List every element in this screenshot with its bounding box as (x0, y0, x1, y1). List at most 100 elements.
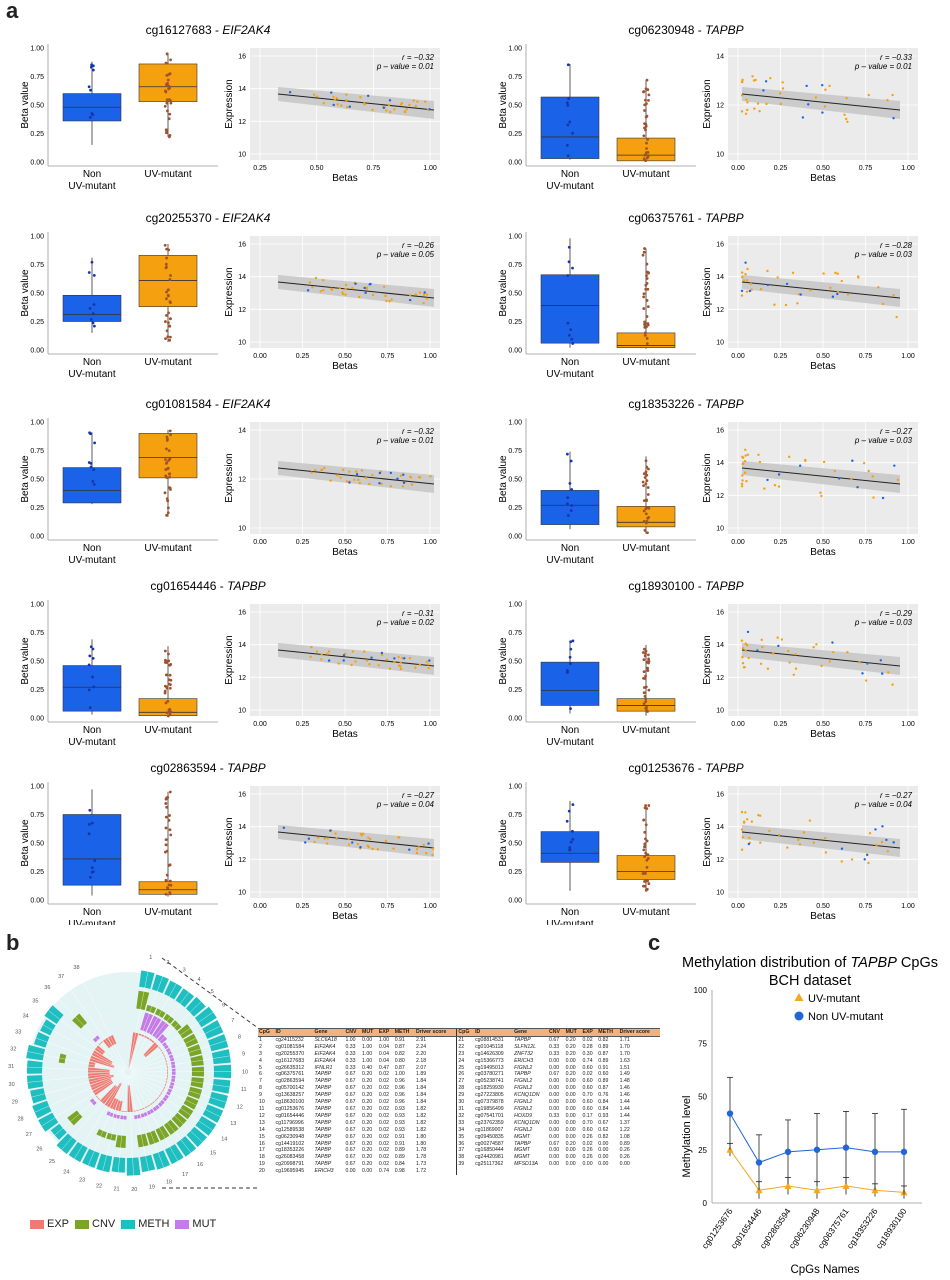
scatter-point (310, 645, 313, 649)
scatter-point (380, 482, 383, 486)
scatter-y-tick: 12 (716, 103, 724, 110)
box-y-tick: 0.00 (508, 160, 522, 167)
table-cell: IFNLR1 (314, 1064, 333, 1071)
table-cell: cg23762359 (475, 1119, 504, 1126)
scatter-y-tick: 10 (238, 890, 246, 897)
box-point (565, 452, 569, 456)
scatter-point (387, 103, 391, 107)
box-point (165, 886, 169, 890)
table-cell: 0.91 (598, 1064, 609, 1071)
scatter-point (746, 630, 750, 634)
box-y-tick: 0.75 (508, 630, 522, 637)
scatter-point (325, 842, 329, 845)
scatter-point (741, 462, 744, 466)
scatter-point (772, 652, 775, 655)
scatter-y-label: Expression (224, 635, 235, 684)
table-cell (456, 1168, 475, 1176)
table-cell: cg01045118 (475, 1043, 504, 1050)
box-point (644, 706, 648, 710)
table-cell: FIGNL2 (514, 1105, 533, 1112)
table-cell: 30 (456, 1099, 475, 1106)
box-point (165, 476, 168, 479)
box-non-uv (62, 294, 122, 322)
scatter-point (743, 459, 747, 463)
box-y-tick: 0.25 (30, 131, 44, 138)
spoke (127, 1075, 135, 1182)
box-y-tick: 0.75 (508, 74, 522, 81)
scatter-point (412, 99, 415, 102)
panel-cg20255370: cg20255370 - EIF2AK4 0.00 0.25 0.50 0.75 1.00… (20, 211, 440, 380)
table-cell: cg24115232 (275, 1036, 304, 1043)
box-point (166, 511, 170, 515)
spoke (18, 1066, 125, 1073)
scatter-y-tick: 14 (716, 54, 724, 61)
scatter-point (741, 835, 745, 839)
box-point (646, 287, 650, 291)
scatter-y-tick: 16 (238, 792, 246, 799)
box-point (89, 65, 93, 69)
cnv-segment (187, 1044, 202, 1057)
scatter-point (399, 661, 402, 664)
box-point (164, 262, 168, 266)
box-point (571, 639, 575, 643)
circos-number: 34 (23, 1013, 29, 1019)
table-cell: 1.80 (416, 1140, 427, 1147)
box-y-tick: 0.25 (508, 687, 522, 694)
scatter-point (763, 487, 766, 490)
scatter-point (388, 300, 391, 303)
scatter-y-tick: 12 (238, 675, 246, 682)
box-point (168, 457, 172, 461)
box-point (87, 823, 91, 826)
table-cell: 0.00 (565, 1147, 576, 1154)
table-cell: 0.02 (378, 1092, 390, 1099)
r-value: r = −0.26 (402, 241, 435, 250)
table-cell: 2.18 (416, 1057, 427, 1064)
table-cell: 0.80 (394, 1057, 405, 1064)
box-point (645, 336, 649, 340)
box-y-tick: 0.50 (508, 841, 522, 848)
r-value: r = −0.32 (402, 53, 435, 62)
box-point (165, 329, 169, 333)
circos-number: 18 (166, 1180, 172, 1186)
box-y-tick: 1.00 (508, 420, 522, 427)
box-y-tick: 1.00 (30, 602, 44, 609)
table-cell: 5 (259, 1064, 262, 1071)
scatter-x-tick: 0.75 (381, 539, 395, 546)
scatter-point (378, 481, 381, 485)
cnv-segment (187, 1086, 202, 1100)
table-cell: 0.91 (394, 1036, 405, 1043)
table-cell: 1.84 (416, 1099, 427, 1106)
meth-segment (208, 1091, 228, 1109)
scatter-point (363, 102, 366, 105)
scatter-point (752, 79, 756, 82)
scatter-point (317, 836, 320, 839)
scatter-point (836, 292, 839, 296)
box-point (165, 73, 169, 77)
table-header: ID (274, 1028, 314, 1037)
circos-number: 4 (198, 977, 201, 983)
box-y-tick: 0.00 (30, 716, 44, 723)
box-point (645, 858, 649, 862)
table-cell: 2.24 (416, 1043, 427, 1050)
scatter-point (809, 289, 812, 292)
non-uv-point (813, 1146, 821, 1153)
box-point (642, 884, 645, 888)
table-cell: 1.48 (619, 1078, 630, 1085)
circos-legend: EXP CNV METH MUT (30, 1218, 216, 1230)
table-cell: cg00274587 (475, 1140, 504, 1147)
scatter-point (417, 476, 421, 479)
box-point (166, 699, 170, 703)
scatter-point (777, 485, 781, 488)
scatter-point (355, 470, 358, 473)
table-cell: 0.02 (582, 1036, 593, 1043)
scatter-point (802, 831, 806, 834)
scatter-y-tick: 12 (238, 477, 246, 484)
scatter-point (740, 110, 744, 113)
table-cell: 1.70 (619, 1043, 630, 1050)
table-cell: cg01253676 (275, 1105, 305, 1112)
box-point (166, 506, 170, 510)
scatter-point (824, 836, 827, 840)
box-point (567, 809, 571, 813)
table-cell: 0.93 (394, 1119, 405, 1126)
scatter-x-label: Betas (810, 547, 836, 558)
